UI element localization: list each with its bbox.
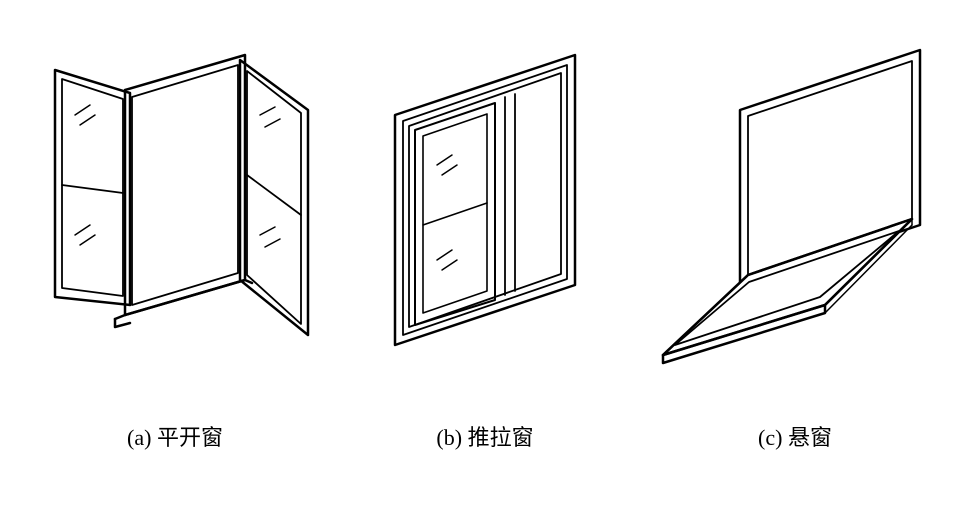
casement-illustration (30, 30, 320, 370)
window-types-diagram: (a) 平开窗 (0, 0, 970, 516)
caption-c: (c) 悬窗 (758, 420, 832, 452)
caption-a: (a) 平开窗 (127, 420, 223, 452)
window-item-casement: (a) 平开窗 (20, 30, 330, 452)
window-item-awning: (c) 悬窗 (640, 30, 950, 452)
sliding-illustration (355, 30, 615, 370)
caption-b: (b) 推拉窗 (436, 420, 533, 452)
awning-illustration (645, 30, 945, 370)
window-item-sliding: (b) 推拉窗 (330, 30, 640, 452)
